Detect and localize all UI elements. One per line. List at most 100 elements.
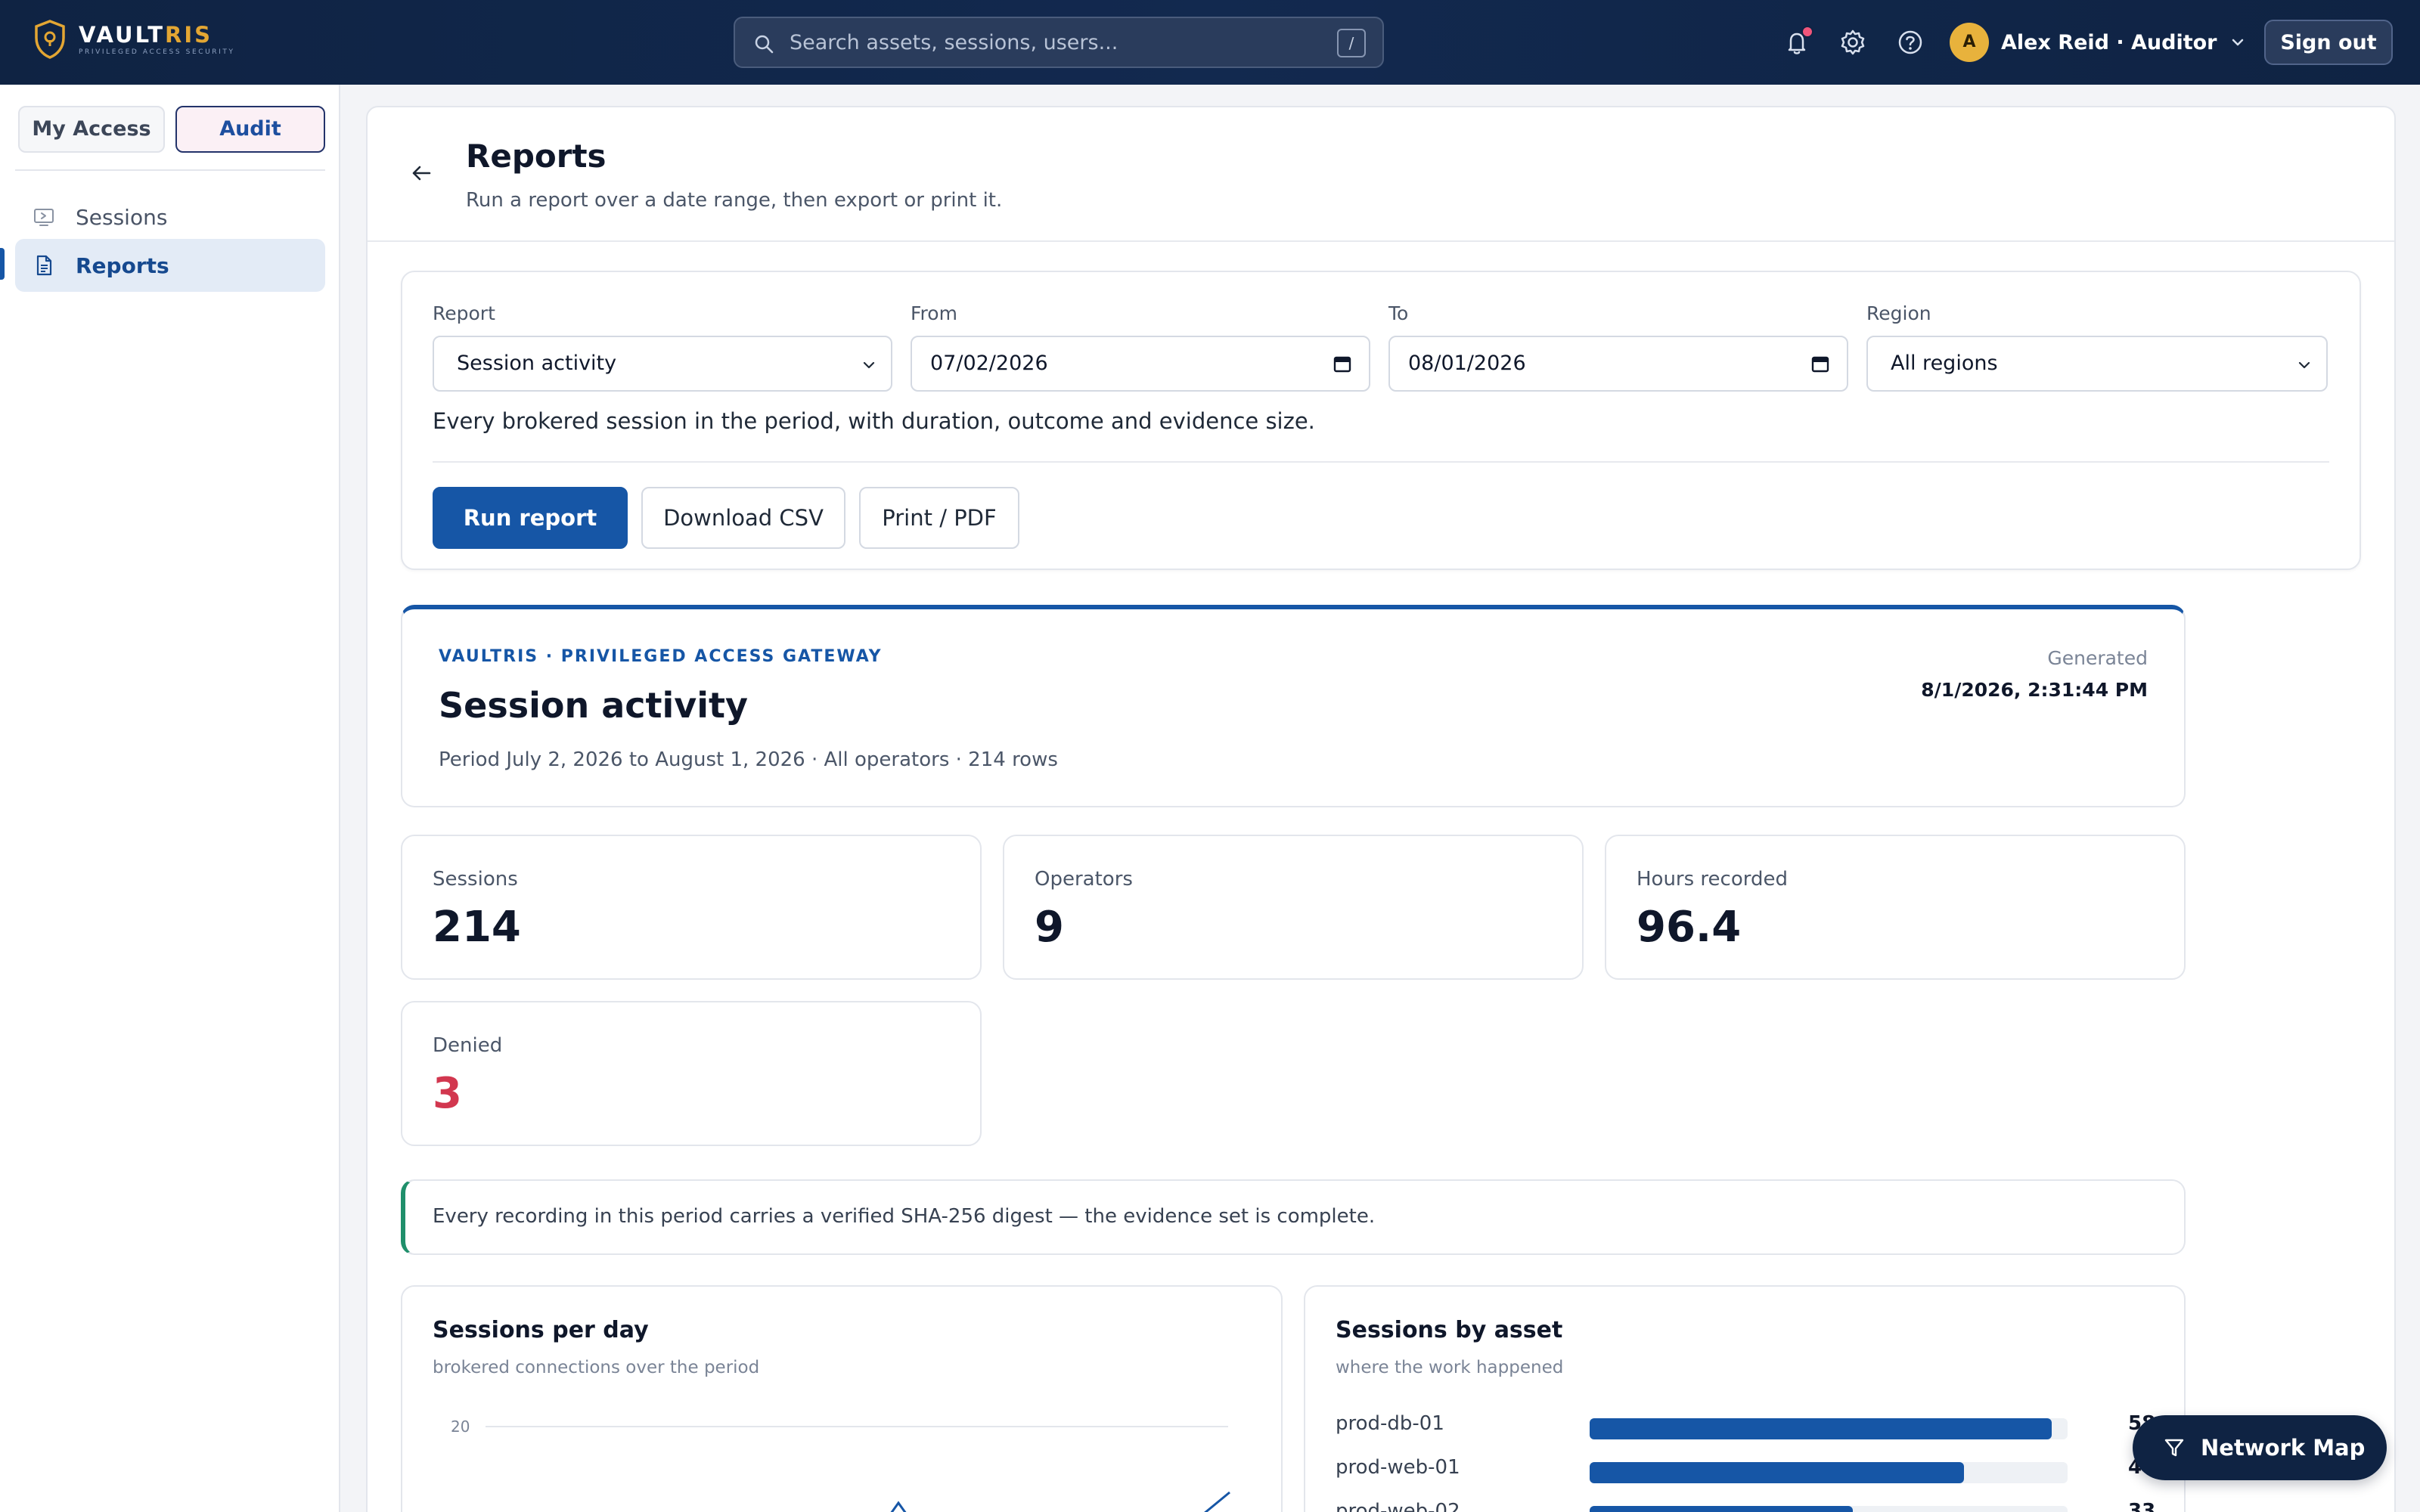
report-select-value: Session activity — [457, 352, 617, 375]
arrow-left-icon[interactable] — [408, 160, 434, 186]
to-date-field[interactable]: 08/01/2026 — [1388, 336, 1848, 392]
brand-name-main: VAULT — [79, 22, 166, 48]
sidebar-item-label: Reports — [76, 253, 169, 278]
bar-track — [1590, 1506, 2068, 1512]
tab-audit[interactable]: Audit — [175, 106, 325, 153]
gear-icon[interactable] — [1838, 27, 1868, 57]
document-icon — [36, 255, 52, 276]
report-title: Session activity — [439, 685, 749, 726]
stat-card-denied: Denied 3 — [401, 1001, 982, 1146]
bar-row: prod-db-01 58 — [1336, 1411, 2167, 1441]
bar — [1590, 1462, 1965, 1483]
sidebar-item-reports[interactable]: Reports — [15, 239, 325, 292]
bar-track — [1590, 1462, 2068, 1483]
page-header: Reports Run a report over a date range, … — [368, 107, 2394, 242]
calendar-icon[interactable] — [1810, 354, 1830, 373]
search-input[interactable] — [790, 18, 1304, 67]
to-date-value: 08/01/2026 — [1408, 352, 1526, 375]
shield-logo-icon — [35, 20, 65, 59]
sign-out-button[interactable]: Sign out — [2264, 20, 2393, 65]
stat-card-operators: Operators 9 — [1003, 835, 1584, 980]
region-select[interactable]: All regions — [1866, 336, 2328, 392]
stat-card-sessions: Sessions 214 — [401, 835, 982, 980]
brand-tagline: PRIVILEGED ACCESS SECURITY — [79, 48, 235, 56]
bar-category-label: prod-web-01 — [1336, 1456, 1460, 1479]
line-chart-svg: 20 — [451, 1418, 1230, 1512]
from-date-value: 07/02/2026 — [930, 352, 1048, 375]
run-report-button[interactable]: Run report — [433, 487, 628, 549]
sidebar: My Access Audit Sessions Reports — [0, 85, 340, 1512]
sidebar-divider — [15, 169, 325, 171]
search-icon — [755, 35, 774, 54]
report-select[interactable]: Session activity — [433, 336, 892, 392]
report-meta: Period July 2, 2026 to August 1, 2026 · … — [439, 748, 1058, 771]
from-date-field[interactable]: 07/02/2026 — [911, 336, 1370, 392]
report-summary-header: VAULTRIS · PRIVILEGED ACCESS GATEWAY Ses… — [401, 605, 2186, 807]
evidence-integrity-notice: Every recording in this period carries a… — [401, 1179, 2186, 1255]
bar-row: prod-web-01 4 — [1336, 1455, 2167, 1485]
bar-track — [1590, 1418, 2068, 1439]
bar — [1590, 1506, 1853, 1512]
chart-sessions-per-day: Sessions per day brokered connections ov… — [401, 1285, 1283, 1512]
chevron-down-icon — [2232, 39, 2243, 46]
notice-text: Every recording in this period carries a… — [433, 1205, 1376, 1228]
brand-name-accent: RIS — [165, 22, 213, 48]
active-nav-indicator — [0, 248, 5, 280]
stat-label: Operators — [1035, 868, 1133, 891]
bar-row: prod-web-02 33 — [1336, 1498, 2167, 1512]
top-bar: VAULTRIS PRIVILEGED ACCESS SECURITY / A … — [0, 0, 2420, 85]
chevron-down-icon — [863, 361, 875, 369]
stat-label: Hours recorded — [1637, 868, 1788, 891]
bar-value-label: 33 — [2128, 1500, 2156, 1512]
workspace-switcher: My Access Audit — [18, 106, 325, 153]
brand-logo[interactable]: VAULTRIS PRIVILEGED ACCESS SECURITY — [33, 20, 235, 59]
from-date-label: From — [911, 302, 957, 324]
filter-icon — [2164, 1439, 2184, 1457]
report-filters: Report Session activity From 07/02/2026 … — [401, 271, 2361, 570]
series-line-segment — [890, 1501, 907, 1512]
generated-timestamp: 8/1/2026, 2:31:44 PM — [1921, 679, 2148, 701]
chart-subtitle: where the work happened — [1336, 1358, 1564, 1377]
network-map-button[interactable]: Network Map — [2133, 1415, 2387, 1480]
download-csv-button[interactable]: Download CSV — [641, 487, 845, 549]
bar-category-label: prod-db-01 — [1336, 1412, 1444, 1435]
stat-value: 96.4 — [1637, 903, 1742, 952]
bell-icon[interactable] — [1782, 27, 1812, 57]
chart-title: Sessions by asset — [1336, 1317, 1563, 1343]
sidebar-item-label: Sessions — [76, 204, 168, 230]
chevron-down-icon — [2298, 361, 2310, 369]
chart-subtitle: brokered connections over the period — [433, 1358, 760, 1377]
stat-label: Denied — [433, 1034, 503, 1057]
report-description: Every brokered session in the period, wi… — [433, 408, 1315, 434]
calendar-icon[interactable] — [1333, 354, 1352, 373]
global-search: / — [734, 17, 1384, 68]
report-kicker: VAULTRIS · PRIVILEGED ACCESS GATEWAY — [439, 647, 883, 666]
network-map-label: Network Map — [2201, 1435, 2366, 1461]
help-icon[interactable] — [1895, 27, 1925, 57]
avatar: A — [1950, 23, 1989, 62]
stat-value: 9 — [1035, 903, 1064, 952]
stat-label: Sessions — [433, 868, 518, 891]
report-select-label: Report — [433, 302, 495, 324]
region-select-label: Region — [1866, 302, 1931, 324]
user-name: Alex Reid · Auditor — [2001, 30, 2217, 54]
page-subtitle: Run a report over a date range, then exp… — [466, 189, 1003, 212]
y-tick-label: 20 — [451, 1418, 470, 1436]
region-select-value: All regions — [1891, 352, 1998, 375]
print-pdf-button[interactable]: Print / PDF — [859, 487, 1019, 549]
user-menu[interactable]: A Alex Reid · Auditor — [1950, 22, 2246, 63]
tab-my-access[interactable]: My Access — [18, 106, 165, 153]
notification-dot — [1801, 26, 1813, 38]
stat-card-hours: Hours recorded 96.4 — [1605, 835, 2186, 980]
generated-label: Generated — [2047, 647, 2148, 669]
to-date-label: To — [1388, 302, 1409, 324]
chart-title: Sessions per day — [433, 1317, 649, 1343]
sidebar-item-sessions[interactable]: Sessions — [15, 191, 325, 243]
series-line-segment — [1204, 1491, 1230, 1512]
bar — [1590, 1418, 2052, 1439]
page-title: Reports — [466, 138, 607, 175]
search-shortcut-hint: / — [1337, 29, 1366, 57]
stat-value: 3 — [433, 1069, 462, 1118]
monitor-icon — [34, 209, 54, 226]
chart-sessions-by-asset: Sessions by asset where the work happene… — [1304, 1285, 2186, 1512]
